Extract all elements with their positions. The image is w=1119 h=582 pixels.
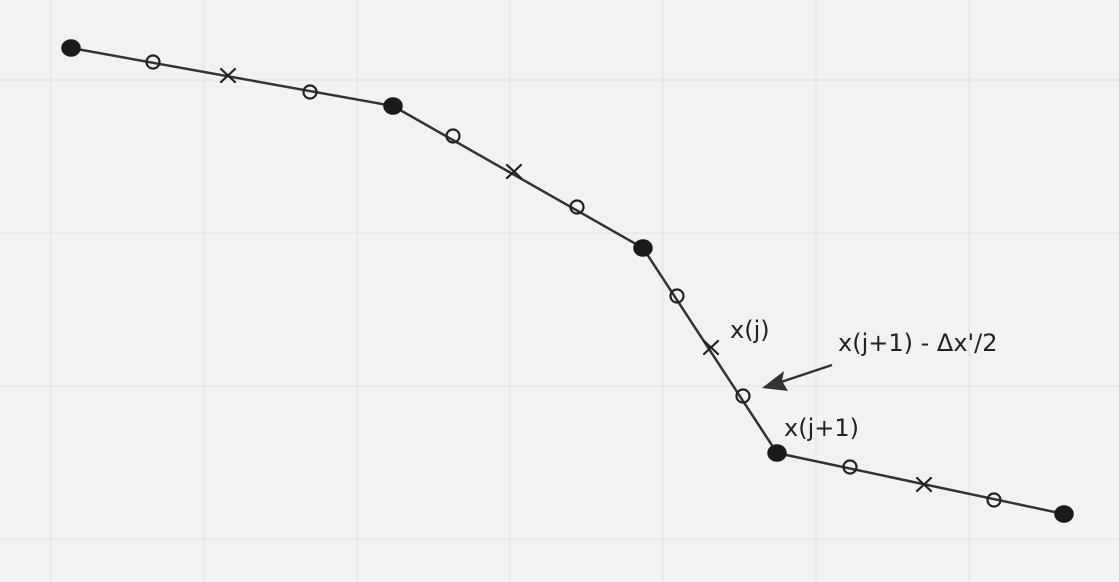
node-filled-4 bbox=[767, 444, 787, 462]
node-open-1b bbox=[302, 84, 318, 100]
label-annotation: x(j+1) - Δx'/2 bbox=[838, 329, 997, 357]
annotation-arrow-head bbox=[762, 371, 788, 391]
node-cross-3 bbox=[702, 339, 720, 356]
label-xj1: x(j+1) bbox=[784, 414, 859, 442]
node-filled-1 bbox=[61, 39, 81, 57]
node-open-4b bbox=[986, 492, 1002, 508]
annotation-arrow-line bbox=[777, 363, 833, 385]
node-open-2b bbox=[569, 199, 585, 215]
node-cross-1 bbox=[219, 67, 237, 84]
node-open-1a bbox=[145, 54, 161, 70]
node-filled-3 bbox=[633, 239, 653, 257]
label-xj: x(j) bbox=[730, 316, 770, 344]
node-open-3b bbox=[735, 388, 751, 404]
node-open-4a bbox=[842, 459, 858, 475]
node-cross-2 bbox=[505, 163, 523, 180]
node-filled-2 bbox=[383, 97, 403, 115]
node-open-3a bbox=[669, 288, 685, 304]
node-open-2a bbox=[445, 128, 461, 144]
node-cross-4 bbox=[915, 476, 933, 493]
node-filled-5 bbox=[1054, 505, 1074, 523]
